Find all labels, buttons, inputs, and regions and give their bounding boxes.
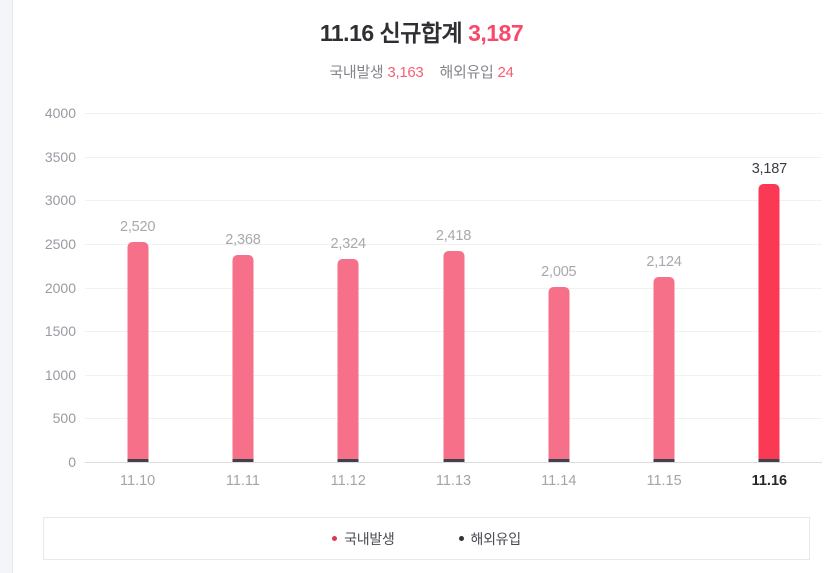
chart-header: 11.16 신규합계 3,187 국내발생 3,163 해외유입 24 — [13, 14, 830, 82]
chart-legend: 국내발생 해외유입 — [43, 517, 810, 560]
chart-subtitle: 국내발생 3,163 해외유입 24 — [13, 61, 830, 82]
subtitle-overseas-label: 해외유입 — [439, 64, 494, 81]
y-axis-tick-500: 500 — [52, 410, 76, 427]
bar-value-label-11.13: 2,418 — [435, 228, 472, 245]
bar-value-label-11.12: 2,324 — [330, 236, 366, 253]
y-axis-tick-3000: 3000 — [44, 192, 76, 209]
bar-overseas-segment — [127, 459, 149, 462]
y-axis-tick-2500: 2500 — [44, 235, 76, 252]
x-axis-label-11.15: 11.15 — [646, 473, 682, 489]
x-axis-label-11.16: 11.16 — [751, 473, 788, 489]
subtitle-domestic: 국내발생 3,163 — [329, 64, 423, 81]
bar-11.10 — [127, 242, 149, 462]
y-axis-tick-2000: 2000 — [44, 279, 76, 296]
x-axis-label-11.11: 11.11 — [225, 473, 260, 489]
bar-domestic-segment — [758, 183, 780, 459]
bar-chart-plot-area: 4000 3500 3000 2500 2000 1500 1000 500 0 2,520 11.… — [45, 105, 822, 489]
x-axis-label-11.12: 11.12 — [330, 473, 366, 489]
bar-11.11 — [232, 255, 254, 462]
x-axis-label-11.10: 11.10 — [120, 473, 156, 489]
legend-item-overseas: 해외유입 — [458, 529, 522, 549]
gridline-3000 — [85, 200, 822, 202]
bar-value-label-11.11: 2,368 — [225, 232, 261, 249]
bar-overseas-segment — [758, 459, 780, 462]
bar-domestic-segment — [653, 276, 675, 459]
y-axis-tick-0: 0 — [68, 454, 76, 470]
subtitle-overseas: 해외유입 24 — [439, 64, 513, 81]
legend-dot-icon — [458, 536, 464, 541]
bar-11.16 — [758, 183, 780, 462]
bar-domestic-segment — [337, 259, 359, 459]
gridline-2500 — [85, 243, 822, 245]
chart-title: 11.16 신규합계 3,187 — [13, 14, 830, 48]
subtitle-overseas-value: 24 — [497, 64, 514, 81]
subtitle-domestic-label: 국내발생 — [329, 64, 384, 81]
bar-value-label-11.16: 3,187 — [751, 160, 787, 177]
bar-overseas-segment — [548, 459, 570, 462]
bar-domestic-segment — [232, 255, 254, 459]
bar-11.14 — [548, 287, 570, 462]
bar-overseas-segment — [232, 459, 254, 462]
bar-11.15 — [653, 276, 675, 462]
y-axis-tick-1500: 1500 — [44, 323, 76, 340]
bar-overseas-segment — [443, 459, 464, 462]
legend-label: 해외유입 — [470, 530, 522, 547]
gridline-3500 — [85, 156, 822, 158]
page-left-gutter — [0, 0, 13, 573]
chart-title-text: 11.16 신규합계 — [319, 20, 463, 46]
y-axis-tick-1000: 1000 — [44, 366, 76, 383]
x-axis-label-11.13: 11.13 — [435, 473, 472, 489]
y-axis-tick-3500: 3500 — [44, 148, 76, 165]
bar-value-label-11.15: 2,124 — [646, 253, 682, 270]
bar-domestic-segment — [548, 287, 570, 459]
gridline-0 — [85, 462, 822, 463]
bar-11.12 — [337, 259, 359, 462]
x-axis-label-11.14: 11.14 — [541, 473, 577, 489]
subtitle-domestic-value: 3,163 — [387, 64, 424, 81]
bar-value-label-11.10: 2,520 — [119, 219, 156, 236]
legend-label: 국내발생 — [344, 530, 395, 547]
chart-title-total: 3,187 — [468, 20, 524, 46]
bar-domestic-segment — [443, 251, 464, 459]
bar-domestic-segment — [127, 242, 149, 459]
bar-overseas-segment — [337, 459, 359, 462]
bar-11.13 — [443, 251, 464, 462]
bar-overseas-segment — [653, 459, 675, 462]
legend-item-domestic: 국내발생 — [332, 529, 395, 549]
bar-value-label-11.14: 2,005 — [541, 264, 577, 281]
legend-dot-icon — [332, 536, 338, 541]
gridline-4000 — [85, 113, 822, 114]
y-axis-tick-4000: 4000 — [44, 105, 76, 121]
